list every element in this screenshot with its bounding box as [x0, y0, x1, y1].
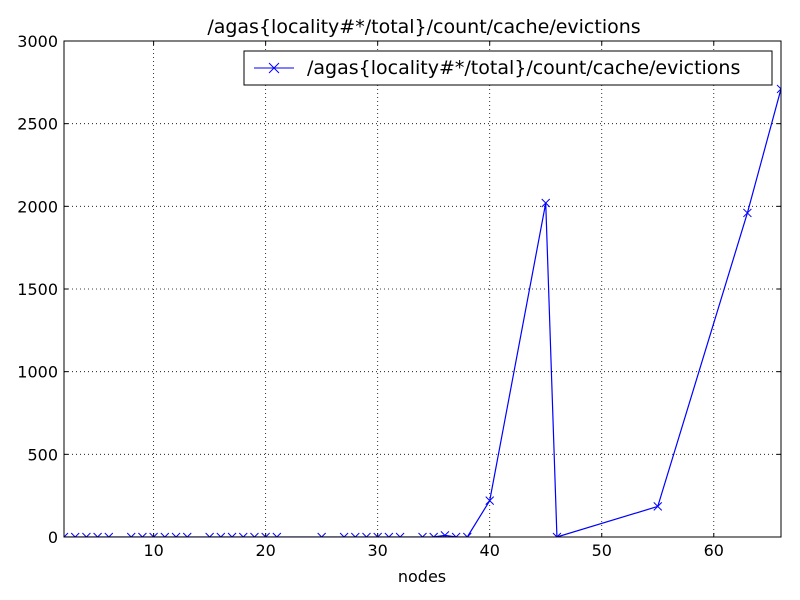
x-tick-label: 60: [704, 541, 724, 560]
data-point-marker: [216, 532, 226, 537]
data-point-marker: [227, 532, 237, 537]
data-point-marker: [104, 532, 114, 537]
data-point-marker: [395, 532, 405, 537]
data-point-marker: [462, 532, 472, 537]
data-point-marker: [182, 532, 192, 537]
data-point-marker: [138, 532, 147, 537]
data-point-marker: [317, 532, 327, 537]
data-point-marker: [272, 532, 282, 537]
data-point-marker: [552, 532, 562, 537]
legend-marker-sample: [268, 62, 280, 74]
x-tick-label: 30: [368, 541, 388, 560]
tick-layer: 10 20 30 40 50 60 0 500 1000 1500 2000 2500 3000: [17, 32, 781, 560]
y-tick-label: 3000: [17, 32, 58, 51]
data-point-marker: [171, 532, 181, 537]
data-point-marker: [429, 532, 439, 537]
plot-frame: [63, 40, 782, 538]
data-point-marker: [653, 502, 663, 511]
data-point-marker: [82, 532, 91, 537]
x-tick-label: 10: [143, 541, 163, 560]
legend: /agas{locality#*/total}/count/cache/evic…: [243, 50, 773, 86]
y-tick-label: 500: [27, 445, 58, 464]
data-point-marker: [250, 532, 259, 537]
data-point-marker: [70, 532, 80, 537]
data-point-marker: [776, 84, 781, 94]
data-point-marker: [541, 198, 551, 208]
data-point-marker: [440, 530, 450, 537]
data-point-marker: [149, 532, 158, 537]
chart-title: /agas{locality#*/total}/count/cache/evic…: [207, 16, 640, 38]
data-point-marker: [418, 532, 427, 537]
y-tick-label: 2500: [17, 115, 58, 134]
y-tick-label: 2000: [17, 197, 58, 216]
data-point-marker: [261, 532, 271, 537]
x-axis-label: nodes: [398, 567, 446, 586]
data-point-marker: [64, 532, 69, 537]
series-line: [64, 88, 781, 537]
y-tick-label: 0: [48, 528, 58, 547]
data-point-marker: [126, 532, 136, 537]
data-point-marker: [93, 532, 102, 537]
x-tick-label: 50: [592, 541, 612, 560]
data-point-marker: [350, 532, 360, 537]
data-point-marker: [238, 532, 248, 537]
data-point-marker: [339, 532, 349, 537]
legend-box: [243, 50, 773, 86]
data-point-marker: [451, 532, 461, 537]
data-point-marker: [384, 532, 394, 537]
data-point-marker: [485, 496, 495, 505]
legend-entry-label: /agas{locality#*/total}/count/cache/evic…: [307, 57, 740, 79]
series-layer: [64, 84, 781, 537]
data-point-marker: [373, 532, 383, 537]
x-tick-label: 20: [255, 541, 275, 560]
y-tick-label: 1000: [17, 363, 58, 382]
x-tick-label: 40: [480, 541, 500, 560]
grid-layer: [64, 41, 781, 537]
data-point-marker: [362, 532, 371, 537]
y-tick-label: 1500: [17, 280, 58, 299]
data-point-marker: [743, 208, 752, 218]
data-point-marker: [160, 532, 170, 537]
data-point-marker: [205, 532, 214, 537]
